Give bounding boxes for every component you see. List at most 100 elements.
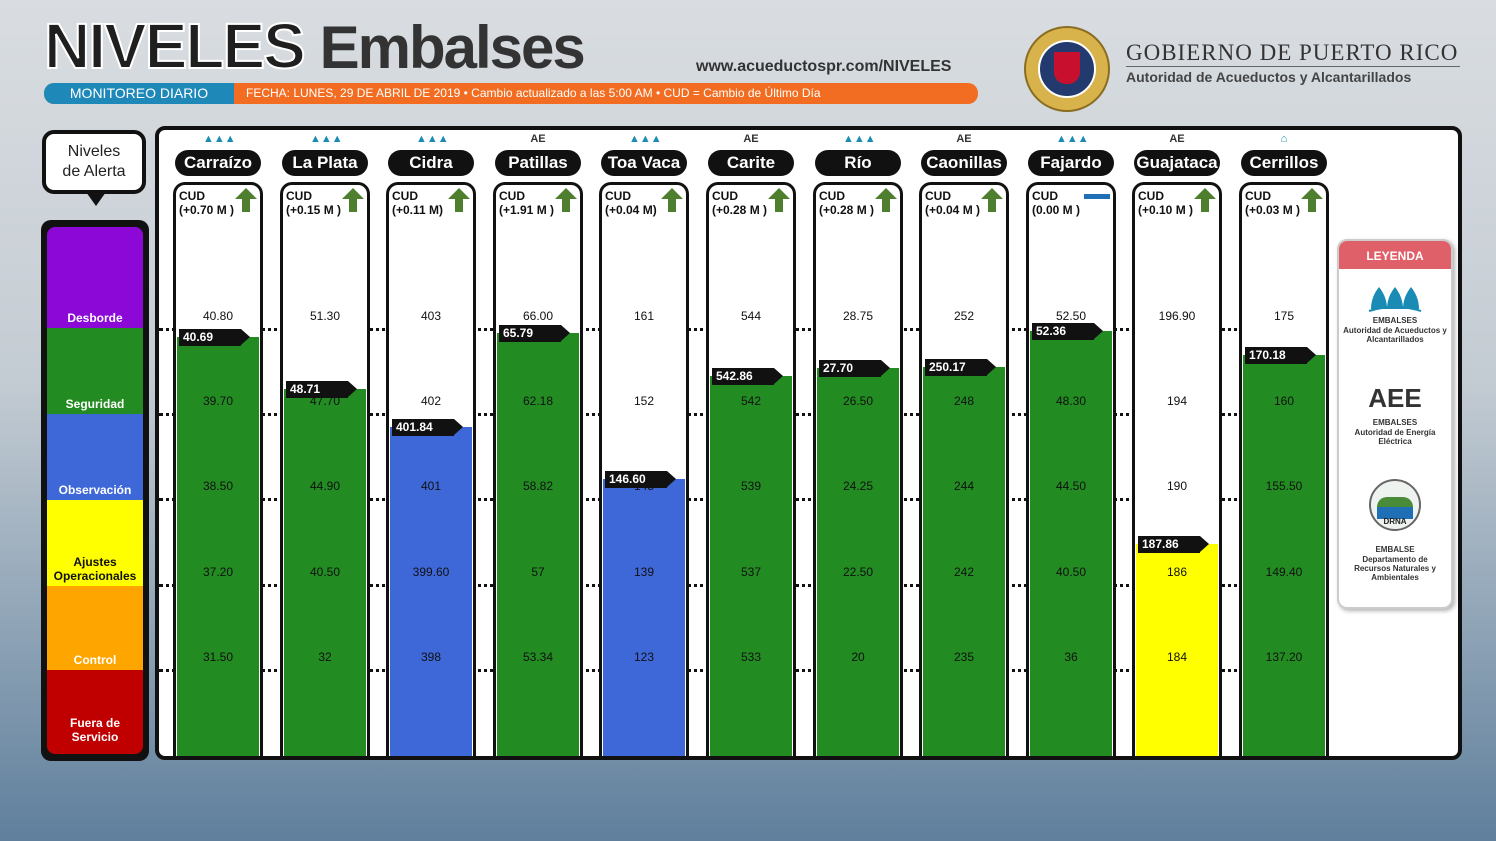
threshold-value: 40.80: [202, 309, 234, 323]
cud-value: (+0.04 M): [605, 203, 657, 217]
website-url[interactable]: www.acueductospr.com/NIVELES: [696, 58, 952, 75]
alert-band: Fuera de Servicio: [47, 670, 143, 754]
threshold-value: 161: [633, 309, 655, 323]
trend-up-arrow-icon: [235, 188, 257, 212]
threshold-value: 51.30: [309, 309, 341, 323]
threshold-value: 401: [420, 479, 442, 493]
threshold-value: 184: [1166, 650, 1188, 664]
level-bar: [603, 479, 685, 756]
level-bar: [1136, 544, 1218, 756]
aee-logo-icon: AE: [530, 133, 546, 145]
trend-up-arrow-icon: [342, 188, 364, 212]
water-drops-icon: ▲▲▲: [203, 133, 236, 145]
current-level-tag: 401.84: [392, 419, 463, 436]
reservoir-name: Patillas: [495, 150, 581, 176]
threshold-value: 155.50: [1265, 479, 1303, 493]
cud-value: (+1.91 M ): [499, 203, 555, 217]
water-drops-icon: ▲▲▲: [1056, 133, 1089, 145]
threshold-value: 66.00: [522, 309, 554, 323]
threshold-value: 40.50: [1055, 565, 1087, 579]
water-drops-icon: [1368, 287, 1422, 312]
current-level-tag: 250.17: [925, 359, 996, 376]
threshold-value: 402: [420, 394, 442, 408]
cud-label: CUD: [392, 189, 418, 203]
current-level-tag: 65.79: [499, 325, 570, 342]
date-info: FECHA: LUNES, 29 DE ABRIL DE 2019 • Camb…: [246, 86, 821, 100]
current-level-tag: 170.18: [1245, 347, 1316, 364]
trend-up-arrow-icon: [661, 188, 683, 212]
cud-label: CUD: [925, 189, 951, 203]
drna-seal-icon: DRNA: [1369, 479, 1421, 531]
reservoir-name: Guajataca: [1134, 150, 1220, 176]
water-drops-icon: ▲▲▲: [310, 133, 343, 145]
level-bar: [497, 333, 579, 756]
threshold-value: 31.50: [202, 650, 234, 664]
aee-logo-icon: AE: [743, 133, 759, 145]
threshold-value: 137.20: [1265, 650, 1303, 664]
level-bar: [923, 367, 1005, 756]
reservoir-name: Cerrillos: [1241, 150, 1327, 176]
threshold-value: 26.50: [842, 394, 874, 408]
threshold-value: 36: [1064, 650, 1078, 664]
drna-label: DRNA: [1383, 517, 1407, 526]
level-bar: [710, 376, 792, 756]
threshold-value: 248: [953, 394, 975, 408]
cud-label: CUD: [712, 189, 738, 203]
cud-value: (+0.28 M ): [712, 203, 768, 217]
threshold-value: 32: [318, 650, 332, 664]
level-bar: [390, 427, 472, 756]
threshold-value: 20: [851, 650, 865, 664]
reservoir-name: Cidra: [388, 150, 474, 176]
threshold-value: 196.90: [1158, 309, 1196, 323]
legend-panel: LEYENDA EMBALSES Autoridad de Acueductos…: [1337, 239, 1453, 609]
legend-title: LEYENDA: [1339, 241, 1451, 269]
threshold-value: 152: [633, 394, 655, 408]
threshold-value: 186: [1166, 565, 1188, 579]
date-banner: MONITOREO DIARIO FECHA: LUNES, 29 DE ABR…: [44, 83, 978, 104]
monitoring-tag: MONITOREO DIARIO: [44, 83, 234, 104]
cud-value: (+0.03 M ): [1245, 203, 1301, 217]
cud-label: CUD: [1245, 189, 1271, 203]
cud-label: CUD: [286, 189, 312, 203]
threshold-value: 194: [1166, 394, 1188, 408]
trend-up-arrow-icon: [875, 188, 897, 212]
threshold-value: 244: [953, 479, 975, 493]
level-bar: [1243, 355, 1325, 756]
aee-logo-icon: AE: [956, 133, 972, 145]
threshold-value: 44.90: [309, 479, 341, 493]
reservoir-name: Fajardo: [1028, 150, 1114, 176]
reservoir-name: Carraízo: [175, 150, 261, 176]
trend-up-arrow-icon: [1194, 188, 1216, 212]
legend-item3-head: EMBALSE: [1375, 545, 1415, 554]
reservoir-name: Carite: [708, 150, 794, 176]
aee-logo-icon: AEE: [1368, 383, 1422, 413]
puerto-rico-seal-icon: [1024, 26, 1110, 112]
water-drops-icon: ▲▲▲: [843, 133, 876, 145]
cud-label: CUD: [605, 189, 631, 203]
cud-value: (+0.70 M ): [179, 203, 235, 217]
trend-up-arrow-icon: [448, 188, 470, 212]
cud-label: CUD: [1032, 189, 1058, 203]
cud-label: CUD: [819, 189, 845, 203]
cud-value: (+0.10 M ): [1138, 203, 1194, 217]
cud-label: CUD: [1138, 189, 1164, 203]
threshold-value: 44.50: [1055, 479, 1087, 493]
alert-band: Observación: [47, 414, 143, 500]
title-niveles: NIVELES: [43, 9, 307, 83]
level-bar: [817, 368, 899, 756]
threshold-value: 24.25: [842, 479, 874, 493]
level-bar: [1030, 331, 1112, 756]
alert-band: Ajustes Operacionales: [47, 500, 143, 586]
current-level-tag: 542.86: [712, 368, 783, 385]
threshold-value: 252: [953, 309, 975, 323]
alert-band-label: Seguridad: [65, 397, 125, 411]
trend-flat-icon: [1084, 194, 1110, 199]
legend-item3-text: Departamento de Recursos Naturales y Amb…: [1354, 555, 1436, 582]
threshold-value: 28.75: [842, 309, 874, 323]
alert-band: Seguridad: [47, 328, 143, 414]
trend-up-arrow-icon: [768, 188, 790, 212]
threshold-value: 38.50: [202, 479, 234, 493]
current-level-tag: 187.86: [1138, 536, 1209, 553]
threshold-value: 40.50: [309, 565, 341, 579]
threshold-value: 399.60: [412, 565, 450, 579]
